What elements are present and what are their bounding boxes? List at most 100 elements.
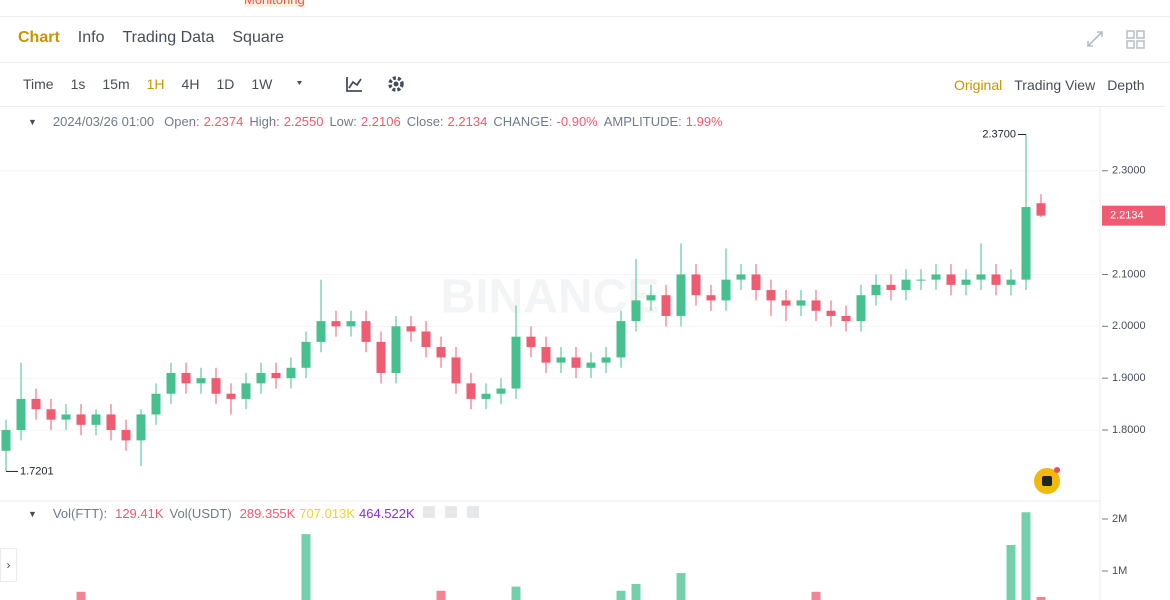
- candle-body: [931, 274, 941, 280]
- candle-body: [601, 357, 611, 363]
- y-tick-label: 1.8000: [1112, 424, 1146, 436]
- candle-body: [436, 347, 446, 358]
- candle-body: [286, 367, 296, 379]
- candle-body: [361, 321, 371, 342]
- candle-body: [271, 372, 281, 379]
- info-label: AMPLITUDE:: [603, 114, 682, 129]
- view[interactable]: Trading View: [1014, 77, 1096, 93]
- top-strip: Monitoring: [0, 0, 1170, 17]
- annotation: 1.7201: [20, 465, 54, 477]
- last-price: 2.2134: [1110, 210, 1144, 222]
- candle-body: [1006, 279, 1016, 285]
- candle-body: [316, 321, 326, 342]
- candle-body: [1, 430, 11, 451]
- info-time: 2024/03/26 01:00: [52, 114, 155, 129]
- interval[interactable]: 1D: [216, 76, 235, 92]
- candle-body: [781, 300, 791, 306]
- candle-body: [451, 357, 461, 384]
- tab[interactable]: Info: [77, 29, 105, 46]
- candle-body: [946, 274, 956, 285]
- candle-body: [811, 300, 821, 311]
- candle-body: [61, 414, 71, 420]
- interval[interactable]: Time: [23, 76, 54, 92]
- candle-body: [706, 295, 716, 301]
- candle-body: [376, 341, 386, 373]
- watermark: BINANCE: [441, 271, 660, 324]
- candle-body: [841, 315, 851, 322]
- interval[interactable]: 1H: [146, 76, 165, 92]
- candle-body: [766, 290, 776, 301]
- volume-bar: [616, 590, 626, 600]
- candle-body: [466, 383, 476, 399]
- y-tick-label: 2.3000: [1112, 165, 1146, 177]
- candle-body: [481, 393, 491, 399]
- candle-body: [976, 274, 986, 280]
- expand-button[interactable]: ›: [0, 548, 17, 582]
- volume-bar: [1006, 545, 1016, 600]
- candle-body: [211, 378, 221, 394]
- candle-body: [556, 357, 566, 363]
- candle-body: [961, 279, 971, 285]
- view[interactable]: Depth: [1107, 77, 1145, 93]
- candle-body: [541, 347, 551, 363]
- divider: [0, 106, 1165, 107]
- volume-tick-label: 1M: [1112, 565, 1127, 577]
- info-value: 2.2134: [447, 114, 488, 129]
- candle-body: [901, 279, 911, 291]
- candle-body: [331, 321, 341, 327]
- candle-body: [571, 357, 581, 368]
- interval[interactable]: 4H: [181, 76, 200, 92]
- vol-value: 129.41K: [115, 506, 164, 521]
- volume-bar: [1036, 597, 1046, 600]
- info-label: Close:: [406, 114, 444, 129]
- candle-body: [1036, 203, 1046, 216]
- legend-icons[interactable]: [415, 506, 479, 521]
- y-tick-label: 2.0000: [1112, 320, 1146, 332]
- tab[interactable]: Chart: [18, 29, 60, 46]
- vol-label: Vol(FTT):: [52, 506, 108, 521]
- volume-bar: [811, 591, 821, 600]
- interval[interactable]: 1W: [251, 76, 273, 92]
- candle-body: [586, 362, 596, 368]
- candle-body: [751, 274, 761, 291]
- interval[interactable]: 1s: [70, 76, 86, 92]
- floating-button[interactable]: [1034, 467, 1060, 494]
- candle-body: [391, 326, 401, 373]
- candle-body: [856, 295, 866, 322]
- candle-body: [226, 393, 236, 399]
- candle-body: [496, 388, 506, 394]
- candle-body: [676, 274, 686, 316]
- last-price-tag: [1102, 205, 1165, 226]
- toolbar-icons[interactable]: [290, 74, 410, 94]
- candle-body: [721, 279, 731, 301]
- vol-value: 464.522K: [359, 506, 415, 521]
- candle-body: [181, 372, 191, 384]
- volume-bar: [1021, 512, 1031, 600]
- divider: [0, 62, 1170, 63]
- candle-body: [661, 295, 671, 316]
- header-icons[interactable]: [1085, 29, 1149, 51]
- ohlc-info: ▼ 2024/03/26 01:00 Open: 2.2374 High: 2.2550 L…: [28, 114, 723, 129]
- volume-bar: [511, 586, 521, 600]
- info-label: Open:: [164, 114, 200, 129]
- tab[interactable]: Square: [232, 29, 284, 46]
- candle-body: [526, 336, 536, 348]
- info-label: CHANGE:: [493, 114, 553, 129]
- candle-body: [871, 284, 881, 296]
- interval[interactable]: 15m: [102, 76, 130, 92]
- candle-body: [736, 274, 746, 280]
- volume-bar: [76, 591, 86, 600]
- info-value: 2.2550: [283, 114, 324, 129]
- annotation: 2.3700: [982, 128, 1016, 140]
- candle-body: [991, 274, 1001, 285]
- candle-body: [121, 430, 131, 441]
- candle-body: [691, 274, 701, 296]
- candle-body: [16, 398, 26, 431]
- top-note: Monitoring: [244, 0, 305, 7]
- view[interactable]: Original: [954, 77, 1003, 93]
- tab[interactable]: Trading Data: [122, 29, 215, 46]
- candle-body: [886, 284, 896, 291]
- candle-body: [256, 372, 266, 384]
